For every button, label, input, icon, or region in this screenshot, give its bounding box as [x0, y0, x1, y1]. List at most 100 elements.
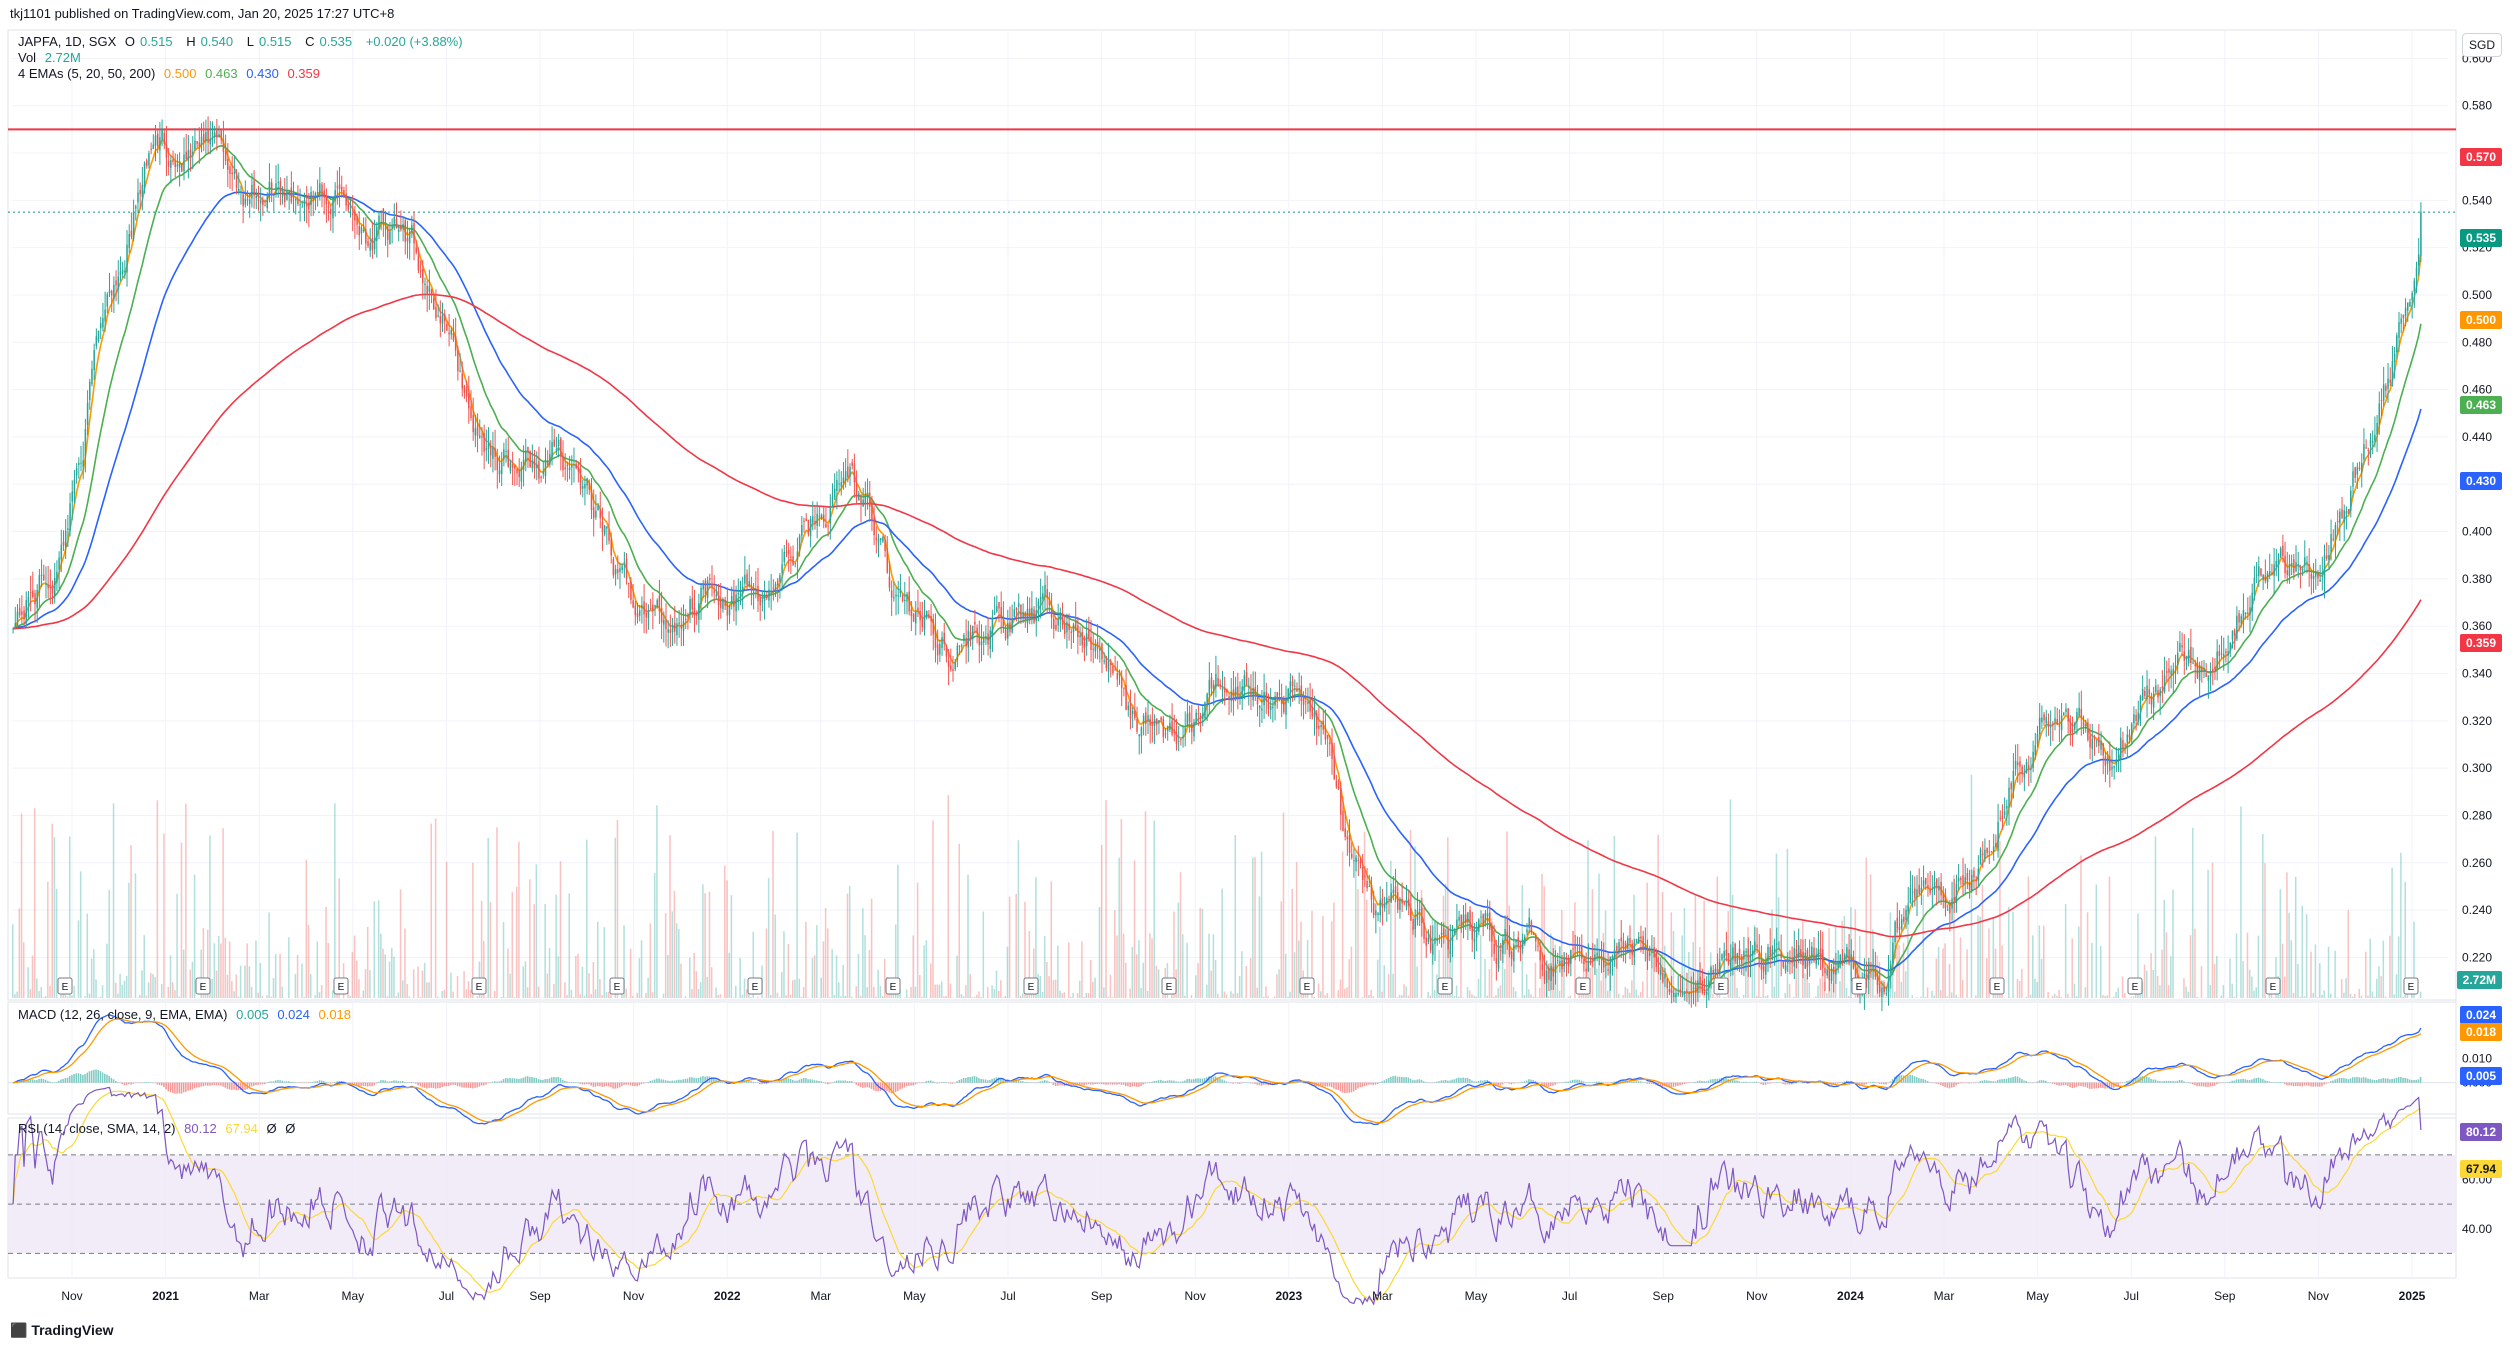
candle-body [996, 605, 998, 612]
volume-bar [1109, 974, 1112, 998]
candle-body [338, 184, 341, 190]
volume-bar [191, 961, 194, 998]
volume-bar [719, 994, 722, 998]
volume-bar [699, 982, 702, 998]
macd-histogram-bar [1815, 1082, 1817, 1084]
volume-bar [912, 935, 914, 998]
candle-body [1819, 948, 1822, 953]
macd-histogram-bar [450, 1082, 452, 1085]
volume-bar [1085, 992, 1088, 998]
candle-body [2400, 318, 2402, 324]
candle-body [1204, 702, 1206, 719]
macd-histogram-bar [1024, 1082, 1026, 1083]
macd-histogram-bar [960, 1079, 963, 1083]
tradingview-logo[interactable]: ⬛ TradingView [10, 1322, 114, 1338]
macd-histogram-bar [141, 1082, 143, 1084]
volume-bar [404, 928, 406, 998]
macd-histogram-bar [1179, 1081, 1182, 1083]
macd-histogram-bar [2240, 1079, 2242, 1083]
volume-bar [1186, 942, 1188, 998]
candle-body [60, 544, 63, 560]
volume-bar [1411, 927, 1414, 998]
macd-histogram-bar [2012, 1076, 2014, 1083]
volume-bar [1157, 969, 1160, 998]
volume-bar [840, 996, 842, 998]
macd-histogram-bar [1475, 1081, 1478, 1083]
candle-body [2354, 467, 2356, 478]
macd-histogram-bar [1438, 1081, 1440, 1083]
macd-histogram-bar [1330, 1082, 1333, 1088]
volume-bar [1924, 996, 1927, 998]
macd-histogram-bar [2415, 1079, 2417, 1083]
candle-body [1177, 741, 1180, 743]
candle-body [1024, 612, 1027, 621]
volume-bar [537, 986, 540, 998]
volume-bar [456, 975, 459, 998]
volume-bar [1100, 844, 1103, 998]
macd-histogram-bar [1786, 1082, 1789, 1085]
volume-bar [445, 861, 448, 998]
volume-bar [811, 957, 814, 998]
currency-button[interactable]: SGD [2462, 33, 2502, 57]
macd-histogram-bar [285, 1081, 288, 1083]
volume-bar [971, 997, 974, 998]
macd-histogram-bar [2084, 1082, 2087, 1087]
candle-body [1232, 689, 1235, 702]
candle-body [730, 596, 733, 605]
macd-histogram-bar [2365, 1077, 2367, 1083]
volume-bar [1764, 995, 1767, 998]
candle-body [2093, 737, 2096, 740]
macd-histogram-bar [605, 1082, 608, 1087]
macd-histogram-bar [301, 1082, 303, 1084]
candle-body [1127, 705, 1130, 710]
time-tick-label: Jul [439, 1289, 454, 1303]
macd-histogram-bar [1484, 1080, 1486, 1083]
candle-body [1778, 947, 1780, 949]
volume-bar [2167, 985, 2170, 998]
volume-bar [531, 997, 533, 998]
candle-body [1031, 607, 1033, 616]
volume-bar [910, 987, 912, 998]
macd-histogram-bar [1909, 1074, 1911, 1083]
candle-body [1274, 696, 1276, 706]
ema5-value: 0.500 [163, 66, 197, 81]
candle-body [1340, 788, 1342, 815]
macd-histogram-bar [2310, 1082, 2312, 1087]
candlesticks [12, 116, 2422, 1012]
candle-body [1188, 712, 1191, 723]
candle-body [159, 137, 161, 151]
volume-bar [1436, 974, 1438, 998]
candle-body [1364, 875, 1366, 878]
candle-body [1916, 889, 1918, 898]
volume-bar [485, 997, 487, 998]
candle-body [2100, 741, 2102, 750]
candle-body [1710, 967, 1712, 983]
macd-histogram-bar [2126, 1080, 2128, 1083]
candle-body [2058, 725, 2061, 727]
macd-histogram-bar [1541, 1082, 1543, 1085]
macd-histogram-bar [2143, 1076, 2146, 1083]
macd-histogram-bar [90, 1070, 93, 1083]
candle-body [2266, 573, 2269, 583]
candle-body [798, 535, 801, 550]
volume-bar [281, 986, 284, 998]
candle-body [1072, 624, 1075, 633]
candle-body [1887, 968, 1890, 992]
candle-body [1747, 948, 1750, 961]
macd-histogram-bar [699, 1076, 702, 1083]
macd-histogram-bar [1585, 1082, 1587, 1083]
volume-bar [1988, 928, 1990, 998]
candle-body [779, 575, 781, 582]
macd-histogram-bar [1304, 1082, 1307, 1084]
volume-bar [2159, 985, 2161, 998]
candle-body [1039, 596, 1042, 602]
volume-bar [1723, 997, 1725, 998]
macd-histogram-bar [805, 1078, 807, 1083]
macd-histogram-bar [2025, 1080, 2027, 1083]
volume-bar [1893, 991, 1896, 998]
volume-bar [2189, 935, 2192, 998]
macd-histogram-bar [169, 1082, 172, 1093]
candle-body [413, 223, 415, 244]
macd-histogram-bar [1401, 1076, 1403, 1083]
